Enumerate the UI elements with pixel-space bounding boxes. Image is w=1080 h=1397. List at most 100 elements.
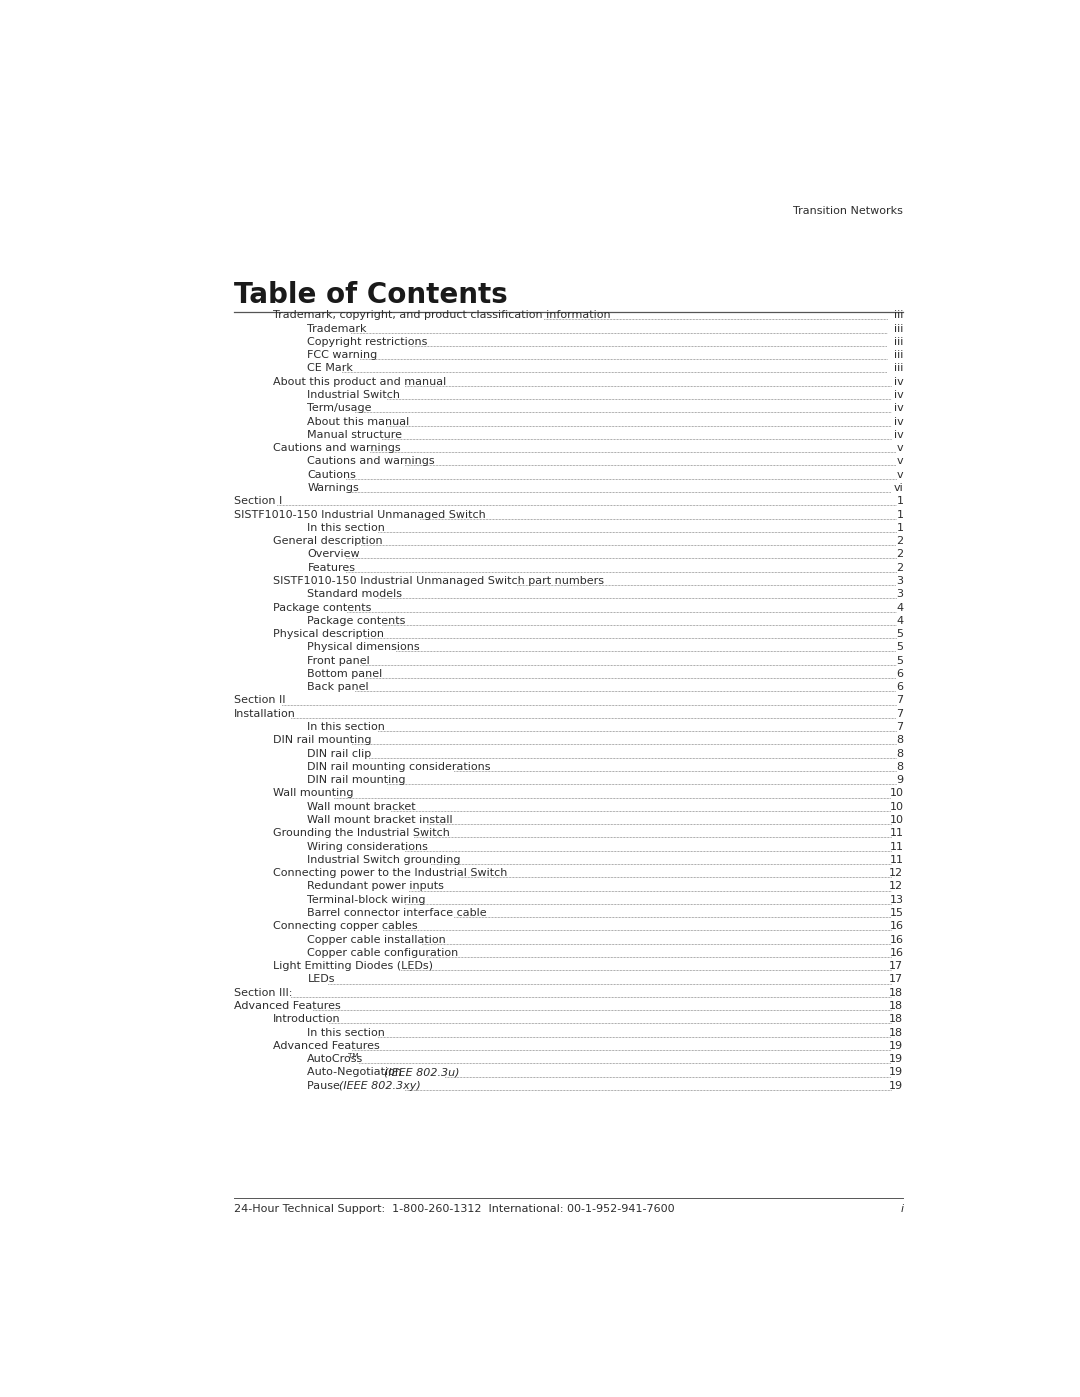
Text: DIN rail clip: DIN rail clip: [308, 749, 372, 759]
Text: Wiring considerations: Wiring considerations: [308, 841, 429, 852]
Text: 3: 3: [896, 576, 903, 585]
Text: Standard models: Standard models: [308, 590, 403, 599]
Text: About this manual: About this manual: [308, 416, 409, 426]
Text: iv: iv: [893, 377, 903, 387]
Text: 7: 7: [896, 696, 903, 705]
Text: 2: 2: [896, 536, 903, 546]
Text: 9: 9: [896, 775, 903, 785]
Text: Warnings: Warnings: [308, 483, 360, 493]
Text: Light Emitting Diodes (LEDs): Light Emitting Diodes (LEDs): [272, 961, 432, 971]
Text: (IEEE 802.3u): (IEEE 802.3u): [383, 1067, 459, 1077]
Text: 1: 1: [896, 496, 903, 506]
Text: 18: 18: [889, 1014, 903, 1024]
Text: Trademark: Trademark: [308, 324, 367, 334]
Text: 19: 19: [889, 1041, 903, 1051]
Text: vi: vi: [893, 483, 903, 493]
Text: Package contents: Package contents: [272, 602, 370, 612]
Text: iv: iv: [893, 430, 903, 440]
Text: 1: 1: [896, 510, 903, 520]
Text: 17: 17: [889, 961, 903, 971]
Text: 11: 11: [889, 841, 903, 852]
Text: SISTF1010-150 Industrial Unmanaged Switch: SISTF1010-150 Industrial Unmanaged Switc…: [233, 510, 486, 520]
Text: 18: 18: [889, 988, 903, 997]
Text: DIN rail mounting considerations: DIN rail mounting considerations: [308, 761, 491, 773]
Text: Copper cable configuration: Copper cable configuration: [308, 949, 459, 958]
Text: In this section: In this section: [308, 722, 386, 732]
Text: 6: 6: [896, 669, 903, 679]
Text: 3: 3: [896, 590, 903, 599]
Text: Introduction: Introduction: [272, 1014, 340, 1024]
Text: 24-Hour Technical Support:  1-800-260-1312  International: 00-1-952-941-7600: 24-Hour Technical Support: 1-800-260-131…: [233, 1204, 674, 1214]
Text: (IEEE 802.3xy): (IEEE 802.3xy): [339, 1081, 420, 1091]
Text: About this product and manual: About this product and manual: [272, 377, 446, 387]
Text: 10: 10: [889, 814, 903, 826]
Text: DIN rail mounting: DIN rail mounting: [272, 735, 372, 746]
Text: 10: 10: [889, 788, 903, 799]
Text: FCC warning: FCC warning: [308, 351, 378, 360]
Text: Section III:: Section III:: [233, 988, 293, 997]
Text: General description: General description: [272, 536, 382, 546]
Text: 8: 8: [896, 749, 903, 759]
Text: Auto-Negotiation: Auto-Negotiation: [308, 1067, 406, 1077]
Text: Installation: Installation: [233, 708, 296, 719]
Text: 10: 10: [889, 802, 903, 812]
Text: 15: 15: [889, 908, 903, 918]
Text: 17: 17: [889, 975, 903, 985]
Text: Industrial Switch: Industrial Switch: [308, 390, 401, 400]
Text: AutoCross: AutoCross: [308, 1055, 364, 1065]
Text: Copper cable installation: Copper cable installation: [308, 935, 446, 944]
Text: i: i: [901, 1204, 903, 1214]
Text: iv: iv: [893, 390, 903, 400]
Text: Bottom panel: Bottom panel: [308, 669, 382, 679]
Text: 6: 6: [896, 682, 903, 692]
Text: 5: 5: [896, 655, 903, 665]
Text: 1: 1: [896, 522, 903, 532]
Text: v: v: [896, 457, 903, 467]
Text: 19: 19: [889, 1081, 903, 1091]
Text: 16: 16: [889, 935, 903, 944]
Text: SISTF1010-150 Industrial Unmanaged Switch part numbers: SISTF1010-150 Industrial Unmanaged Switc…: [272, 576, 604, 585]
Text: iv: iv: [893, 404, 903, 414]
Text: 18: 18: [889, 1002, 903, 1011]
Text: Term/usage: Term/usage: [308, 404, 372, 414]
Text: 5: 5: [896, 643, 903, 652]
Text: Copyright restrictions: Copyright restrictions: [308, 337, 428, 346]
Text: 16: 16: [889, 949, 903, 958]
Text: v: v: [896, 443, 903, 453]
Text: Manual structure: Manual structure: [308, 430, 403, 440]
Text: Physical description: Physical description: [272, 629, 383, 638]
Text: Package contents: Package contents: [308, 616, 406, 626]
Text: 4: 4: [896, 602, 903, 612]
Text: Cautions: Cautions: [308, 469, 356, 479]
Text: iii: iii: [894, 363, 903, 373]
Text: 11: 11: [889, 855, 903, 865]
Text: CE Mark: CE Mark: [308, 363, 353, 373]
Text: DIN rail mounting: DIN rail mounting: [308, 775, 406, 785]
Text: 8: 8: [896, 761, 903, 773]
Text: Section II: Section II: [233, 696, 285, 705]
Text: iii: iii: [894, 351, 903, 360]
Text: Features: Features: [308, 563, 355, 573]
Text: 5: 5: [896, 629, 903, 638]
Text: Overview: Overview: [308, 549, 360, 559]
Text: Advanced Features: Advanced Features: [272, 1041, 379, 1051]
Text: 12: 12: [889, 882, 903, 891]
Text: 7: 7: [896, 708, 903, 719]
Text: iv: iv: [893, 416, 903, 426]
Text: 19: 19: [889, 1055, 903, 1065]
Text: 18: 18: [889, 1028, 903, 1038]
Text: Advanced Features: Advanced Features: [233, 1002, 340, 1011]
Text: 16: 16: [889, 922, 903, 932]
Text: iii: iii: [894, 324, 903, 334]
Text: In this section: In this section: [308, 1028, 386, 1038]
Text: v: v: [896, 469, 903, 479]
Text: TM: TM: [349, 1052, 359, 1059]
Text: Table of Contents: Table of Contents: [233, 281, 508, 309]
Text: iii: iii: [894, 310, 903, 320]
Text: Cautions and warnings: Cautions and warnings: [308, 457, 435, 467]
Text: Terminal-block wiring: Terminal-block wiring: [308, 894, 426, 905]
Text: Industrial Switch grounding: Industrial Switch grounding: [308, 855, 461, 865]
Text: Grounding the Industrial Switch: Grounding the Industrial Switch: [272, 828, 449, 838]
Text: Cautions and warnings: Cautions and warnings: [272, 443, 401, 453]
Text: 2: 2: [896, 549, 903, 559]
